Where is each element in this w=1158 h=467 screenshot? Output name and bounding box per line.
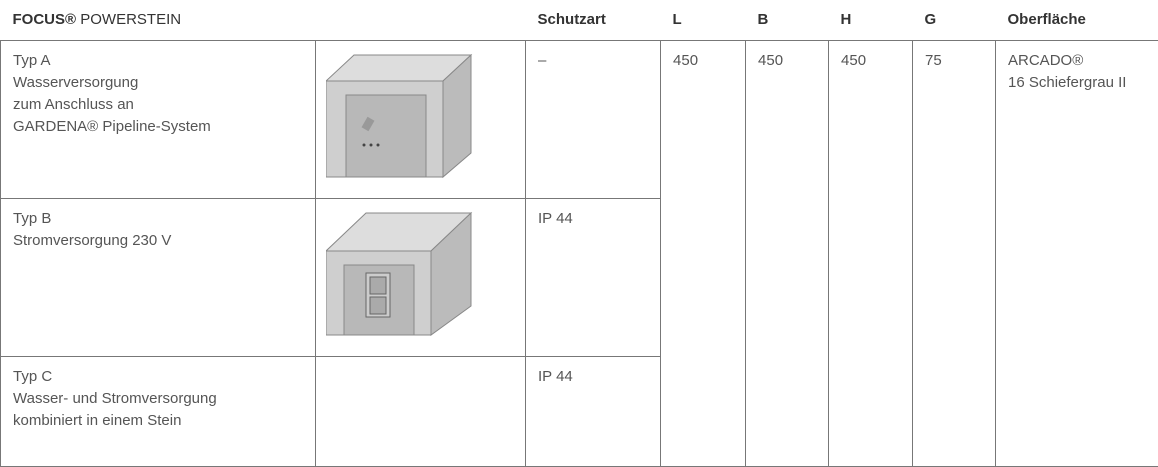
schutzart: – xyxy=(525,40,662,199)
row-label: Typ A Wasserversorgung zum Anschluss an GAR… xyxy=(0,40,316,199)
text-line: zum Anschluss an xyxy=(13,96,134,113)
product-image xyxy=(324,53,473,179)
image-cell xyxy=(314,40,527,199)
text-line: Wasserversorgung xyxy=(13,74,139,91)
image-cell xyxy=(314,198,527,357)
schutzart: IP 44 xyxy=(525,356,662,467)
col-header: Schutzart xyxy=(537,11,606,28)
col-header: L xyxy=(672,11,682,28)
text-line: kombiniert in einem Stein xyxy=(13,412,182,429)
text-line: Typ C xyxy=(13,368,53,385)
text-line: 16 Schiefergrau II xyxy=(1008,74,1127,91)
text-line: ARCADO® xyxy=(1008,52,1084,69)
brand: FOCUS® xyxy=(12,11,77,28)
schutzart: IP 44 xyxy=(525,198,662,357)
cell-surface: ARCADO® 16 Schiefergrau II xyxy=(995,40,1158,467)
text-line: GARDENA® Pipeline-System xyxy=(13,118,211,135)
cell-h: 450 xyxy=(828,40,914,467)
col-header: H xyxy=(840,11,852,28)
row-label: Typ C Wasser- und Stromversorgung kombinie… xyxy=(0,356,316,467)
text-line: Typ A xyxy=(13,52,51,69)
col-header: Oberfläche xyxy=(1007,11,1086,28)
text-line: Typ B xyxy=(13,210,52,227)
title: FOCUS® POWERSTEIN xyxy=(1,0,526,41)
cell-l: 450 xyxy=(660,40,747,467)
cell-b: 450 xyxy=(745,40,830,467)
text-line: Wasser- und Stromversorgung xyxy=(13,390,217,407)
col-header: G xyxy=(924,11,937,28)
col-header: B xyxy=(757,11,769,28)
text-line: Stromversorgung 230 V xyxy=(13,232,172,249)
cell-g: 75 xyxy=(912,40,997,467)
image-cell xyxy=(314,356,527,467)
product: POWERSTEIN xyxy=(80,11,182,28)
product-image xyxy=(324,211,473,336)
row-label: Typ B Stromversorgung 230 V xyxy=(0,198,316,357)
page: FOCUS® POWERSTEIN Schutzart L B H G Ober… xyxy=(0,11,1158,467)
